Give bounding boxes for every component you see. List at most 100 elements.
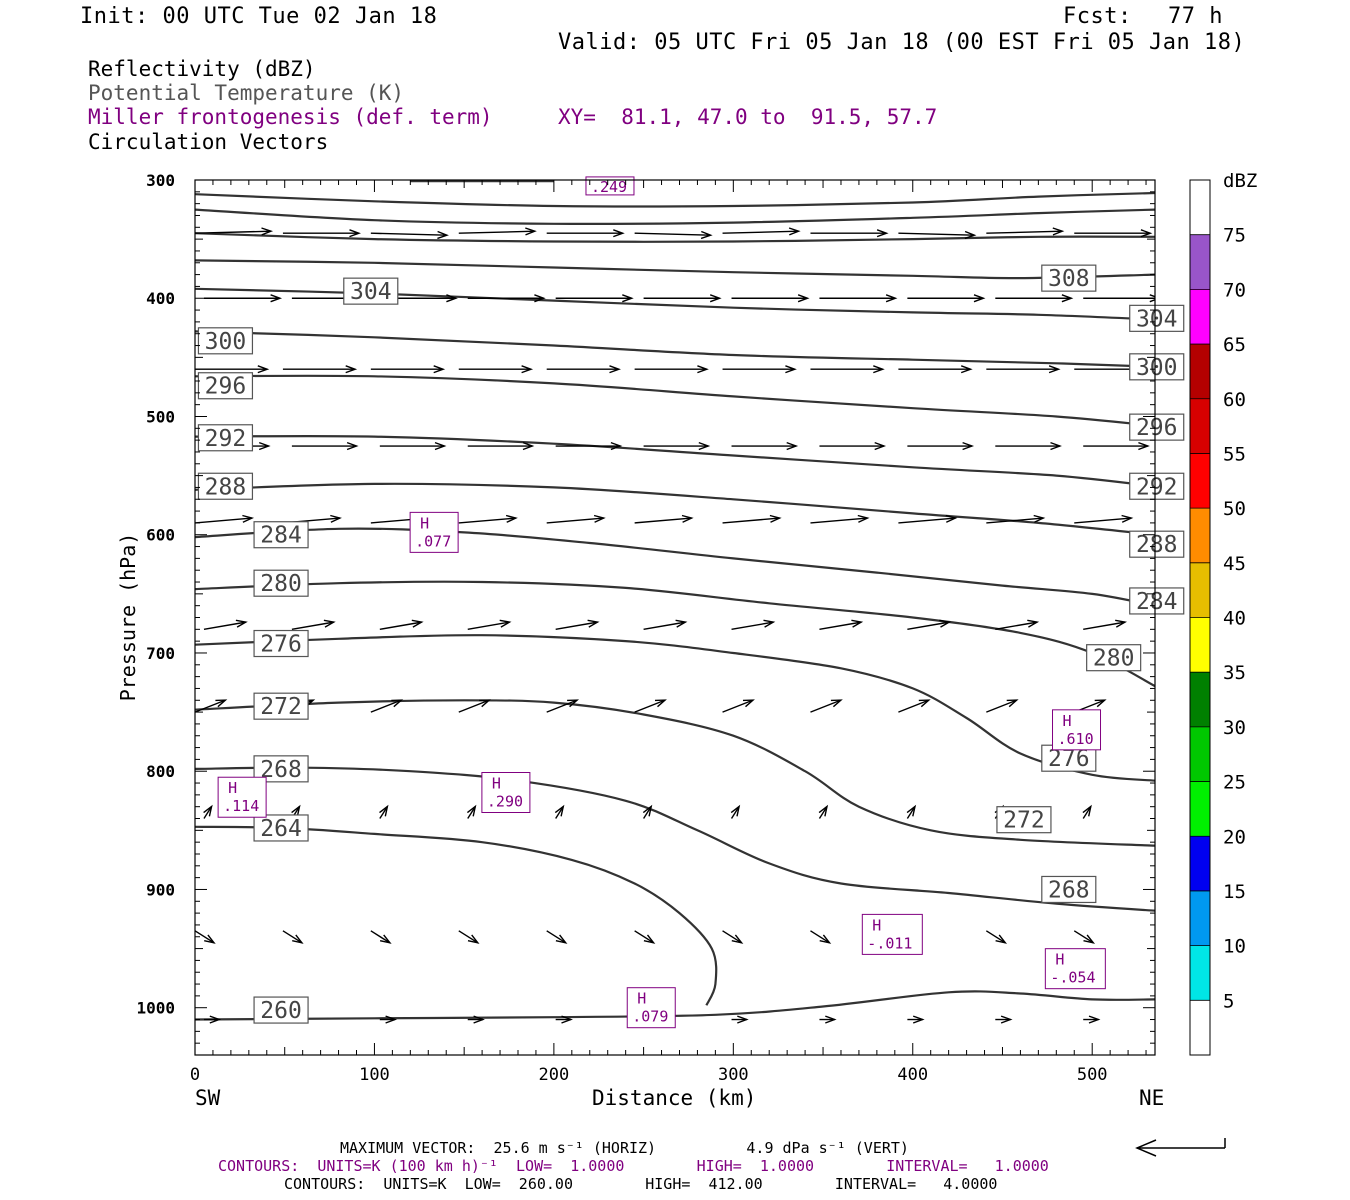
vector-arrow (810, 699, 843, 713)
colorbar-segment (1190, 726, 1210, 782)
theta-contour-260 (195, 990, 1155, 1021)
vector-arrow (555, 294, 634, 303)
vector-arrow (379, 619, 424, 631)
y-tick-label: 300 (146, 171, 175, 190)
theta-label-272: 272 (996, 806, 1052, 834)
theta-contour-284 (195, 527, 1155, 607)
vector-arrow (634, 365, 709, 374)
vector-arrow (634, 930, 656, 944)
vector-arrow (722, 227, 801, 236)
svg-text:H: H (228, 779, 237, 797)
theta-label-280: 280 (253, 569, 309, 597)
vector-arrow (203, 1015, 222, 1024)
vector-arrow (282, 930, 304, 944)
x-tick-label: 300 (718, 1065, 749, 1085)
vector-arrow (907, 619, 952, 631)
vector-arrow (466, 804, 477, 819)
vector-arrow (985, 930, 1008, 944)
x-tick-label: 100 (359, 1065, 390, 1085)
field-vectors: Circulation Vectors (88, 130, 329, 154)
vector-arrow (458, 365, 534, 374)
theta-label-260: 260 (253, 996, 309, 1024)
theta-label-304: 304 (1129, 304, 1185, 332)
vector-arrow (555, 1015, 573, 1024)
vector-arrow (907, 1015, 925, 1024)
valid-time: Valid: 05 UTC Fri 05 Jan 18 (00 EST Fri … (558, 30, 1246, 55)
vector-arrow (898, 230, 977, 240)
svg-text:.290: .290 (487, 793, 523, 811)
forecast-hour-label: Fcst: (1063, 4, 1132, 29)
vector-arrow (818, 804, 829, 819)
theta-label-304: 304 (343, 277, 399, 305)
colorbar-segment (1190, 344, 1210, 399)
y-tick-label: 900 (146, 880, 175, 899)
field-theta: Potential Temperature (K) (88, 81, 405, 105)
frontogenesis-max-label: .249 (585, 176, 635, 196)
svg-text:.249: .249 (591, 178, 627, 196)
frontogenesis-max-label: H.114 (217, 776, 267, 818)
vector-arrow (282, 365, 358, 374)
vector-arrow (810, 514, 870, 524)
theta-contour-308 (195, 259, 1155, 280)
vector-arrow (643, 294, 722, 303)
vector-arrow (554, 804, 565, 819)
vector-arrow (467, 294, 546, 303)
vector-arrow (458, 514, 518, 524)
svg-text:H: H (420, 514, 429, 532)
vector-arrow (458, 930, 480, 944)
vector-arrow (995, 441, 1062, 451)
svg-text:-.011: -.011 (867, 934, 912, 952)
svg-text:260: 260 (260, 998, 302, 1024)
svg-text:284: 284 (260, 523, 302, 549)
vector-arrow (731, 294, 810, 303)
vector-arrow (467, 441, 535, 451)
max-vector-note: MAXIMUM VECTOR: 25.6 m s⁻¹ (HORIZ) 4.9 d… (340, 1139, 909, 1157)
vector-arrow (203, 804, 213, 819)
field-reflectivity: Reflectivity (dBZ) (88, 57, 316, 81)
vector-arrow (898, 365, 973, 374)
colorbar-segment (1190, 289, 1210, 345)
vector-arrow (995, 1015, 1013, 1024)
vector-arrow (731, 441, 799, 451)
svg-text:280: 280 (1093, 646, 1135, 672)
frontogenesis-max-label: H.077 (409, 511, 459, 553)
vector-arrow (1083, 441, 1150, 451)
x-right-end-label: NE (1139, 1086, 1165, 1110)
svg-text:.114: .114 (223, 797, 259, 815)
vector-arrow (379, 804, 389, 819)
theta-label-300: 300 (1129, 353, 1185, 381)
y-tick-label: 500 (146, 407, 175, 426)
svg-text:300: 300 (1136, 355, 1178, 381)
init-time: Init: 00 UTC Tue 02 Jan 18 (80, 4, 438, 29)
svg-text:.610: .610 (1058, 730, 1094, 748)
svg-text:304: 304 (1136, 306, 1178, 332)
vector-arrow (731, 1015, 749, 1024)
svg-text:H: H (1063, 712, 1072, 730)
frontogenesis-labels: .249H.077H.114H.290H.610H-.011H-.054H.07… (217, 176, 1106, 1029)
vector-arrow (986, 227, 1065, 236)
theta-label-296: 296 (1129, 413, 1185, 441)
vector-arrow (819, 441, 887, 451)
plot-frame (194, 179, 1156, 1056)
colorbar-segment (1190, 836, 1210, 891)
svg-text:284: 284 (1136, 589, 1178, 615)
vector-arrow (195, 227, 274, 236)
cross-section-endpoints: XY= 81.1, 47.0 to 91.5, 57.7 (558, 105, 938, 129)
reference-vector (1135, 1138, 1226, 1157)
vector-arrow (995, 619, 1040, 631)
theta-contour-304 (195, 287, 1155, 321)
vector-arrow (634, 514, 694, 524)
vector-arrow (467, 1015, 485, 1024)
colorbar-tick-label: 60 (1223, 389, 1246, 411)
svg-text:280: 280 (260, 571, 302, 597)
theta-contour-268 (195, 766, 1155, 912)
vector-arrow (906, 804, 917, 819)
theta-contour-280 (195, 580, 1155, 688)
theta-label-308: 308 (1041, 264, 1097, 292)
svg-text:-.054: -.054 (1050, 969, 1095, 987)
vector-arrow (810, 229, 889, 238)
colorbar-tick-label: 55 (1223, 443, 1246, 465)
theta-label-280: 280 (1086, 644, 1142, 672)
svg-text:272: 272 (1003, 808, 1045, 834)
svg-text:296: 296 (1136, 415, 1178, 441)
